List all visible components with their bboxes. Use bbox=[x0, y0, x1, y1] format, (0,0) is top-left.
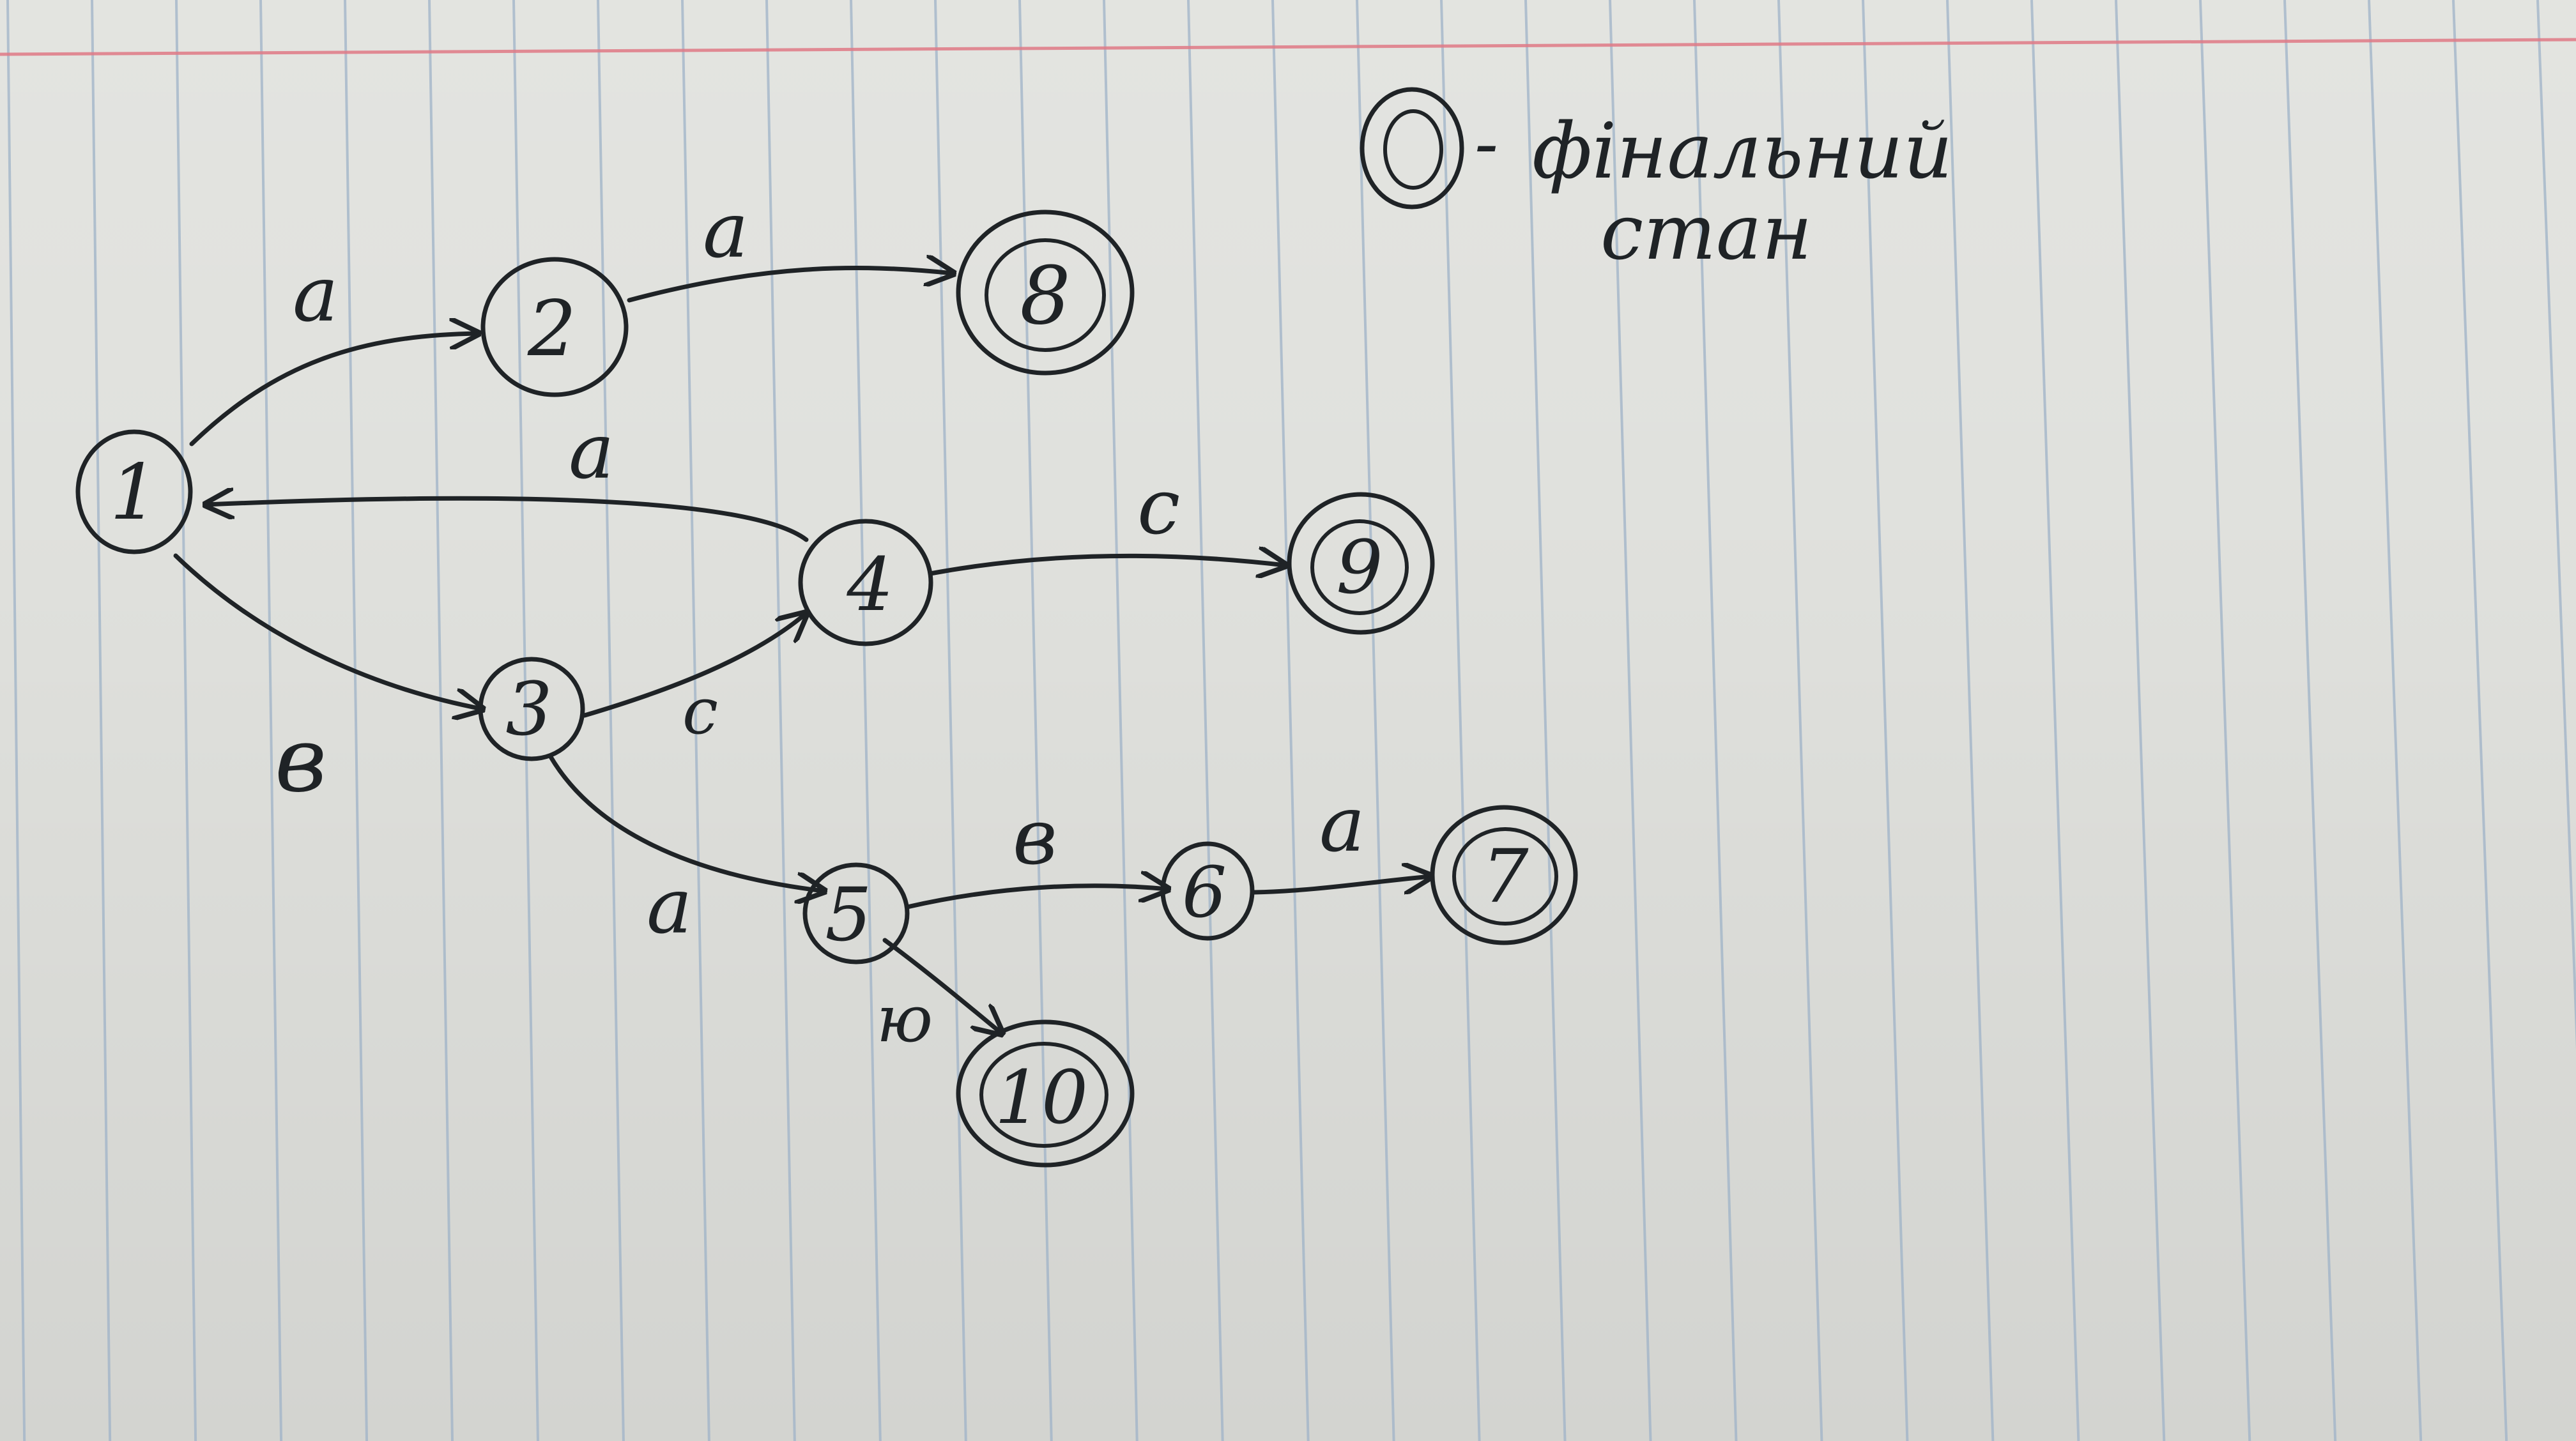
grid-line-0 bbox=[6, 0, 26, 1441]
grid-line-22 bbox=[1862, 0, 1909, 1441]
grid-line-5 bbox=[428, 0, 454, 1441]
grid-line-6 bbox=[512, 0, 539, 1441]
state-1: 1 bbox=[75, 429, 193, 554]
label-6-7: a bbox=[1319, 781, 1365, 869]
grid-line-17 bbox=[1440, 0, 1481, 1441]
grid-line-30 bbox=[2536, 0, 2576, 1050]
state-9: 9 bbox=[1287, 492, 1435, 635]
label-5-6: в bbox=[1013, 793, 1057, 882]
grid-line-12 bbox=[1018, 0, 1053, 1441]
state-2: 2 bbox=[480, 257, 629, 397]
edge-1-3 bbox=[173, 553, 482, 709]
state-8-label: 8 bbox=[1020, 250, 1071, 342]
state-4-label: 4 bbox=[846, 542, 893, 628]
grid-line-25 bbox=[2115, 0, 2166, 1441]
grid-line-20 bbox=[1693, 0, 1738, 1441]
legend-final-state-inner bbox=[1383, 109, 1443, 190]
state-8: 8 bbox=[956, 210, 1135, 376]
grid-line-2 bbox=[175, 0, 197, 1441]
state-10: 10 bbox=[956, 1019, 1135, 1168]
edge-4-9 bbox=[928, 556, 1285, 574]
state-6: 6 bbox=[1160, 841, 1255, 941]
grid-line-16 bbox=[1356, 0, 1395, 1441]
edge-6-7 bbox=[1251, 876, 1431, 895]
edge-3-4 bbox=[582, 613, 806, 718]
edge-5-10 bbox=[882, 938, 1002, 1033]
state-6-label: 6 bbox=[1182, 851, 1227, 933]
margin-line bbox=[0, 38, 2576, 56]
state-10-label: 10 bbox=[995, 1055, 1088, 1141]
grid-line-13 bbox=[1103, 0, 1138, 1441]
state-7: 7 bbox=[1430, 805, 1578, 945]
label-1-3: в bbox=[275, 708, 326, 812]
state-2-label: 2 bbox=[527, 285, 576, 374]
edge-3-5 bbox=[548, 754, 824, 891]
grid-line-10 bbox=[850, 0, 882, 1441]
transitions bbox=[173, 268, 1431, 1033]
grid-line-8 bbox=[681, 0, 710, 1441]
label-4-1: a bbox=[569, 408, 615, 496]
label-3-5: a bbox=[647, 862, 693, 951]
edge-2-8 bbox=[627, 268, 953, 303]
grid-line-18 bbox=[1524, 0, 1567, 1441]
label-1-2: a bbox=[293, 250, 339, 339]
state-4: 4 bbox=[798, 519, 933, 646]
legend-final-state-symbol bbox=[1360, 87, 1464, 210]
legend: - фінальний стан bbox=[1360, 87, 1952, 277]
grid-line-11 bbox=[934, 0, 967, 1441]
state-3: 3 bbox=[478, 657, 585, 761]
state-3-label: 3 bbox=[505, 667, 552, 752]
edge-1-2 bbox=[189, 333, 478, 446]
label-4-9: c bbox=[1137, 463, 1180, 552]
grid-line-19 bbox=[1609, 0, 1652, 1441]
grid-line-24 bbox=[2030, 0, 2080, 1441]
grid-line-21 bbox=[1777, 0, 1823, 1441]
state-5: 5 bbox=[802, 862, 910, 964]
notebook-grid bbox=[6, 0, 2576, 1441]
label-5-10: ю bbox=[877, 982, 933, 1056]
state-5-label: 5 bbox=[825, 873, 871, 958]
grid-line-7 bbox=[597, 0, 625, 1441]
edge-4-1 bbox=[206, 498, 809, 542]
grid-line-9 bbox=[765, 0, 796, 1441]
label-3-4: c bbox=[682, 674, 718, 749]
edge-5-6 bbox=[905, 886, 1168, 910]
state-1-label: 1 bbox=[110, 448, 158, 537]
label-2-8: a bbox=[703, 187, 749, 275]
grid-line-27 bbox=[2283, 0, 2337, 1441]
grid-line-1 bbox=[91, 0, 112, 1441]
grid-line-23 bbox=[1946, 0, 1995, 1441]
grid-line-29 bbox=[2452, 0, 2508, 1441]
legend-dash: - bbox=[1475, 102, 1498, 184]
grid-line-15 bbox=[1271, 0, 1310, 1441]
state-7-label: 7 bbox=[1482, 834, 1528, 920]
grid-line-3 bbox=[259, 0, 283, 1441]
legend-text-line1: фінальний bbox=[1532, 107, 1952, 196]
state-9-label: 9 bbox=[1336, 525, 1383, 611]
states: 1 2 3 4 5 6 bbox=[75, 210, 1578, 1168]
grid-line-4 bbox=[344, 0, 369, 1441]
grid-line-28 bbox=[2368, 0, 2423, 1441]
legend-text-line2: стан bbox=[1600, 188, 1813, 277]
grid-line-14 bbox=[1187, 0, 1224, 1441]
grid-line-26 bbox=[2199, 0, 2251, 1441]
transition-labels: a a a в c c a в a ю bbox=[275, 187, 1365, 1056]
